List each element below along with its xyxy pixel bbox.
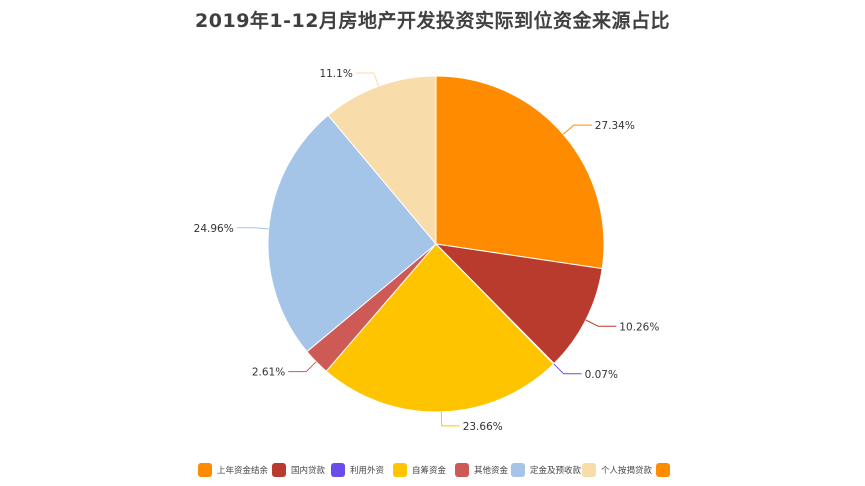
legend-label: 其他资金 [474, 466, 509, 476]
leader-line-4 [440, 411, 460, 427]
legend-label: 国内贷款 [291, 466, 326, 476]
legend-label: 自筹资金 [412, 466, 447, 476]
pie-slice-1[interactable] [435, 75, 605, 270]
legend-item-4[interactable]: 自筹资金 [393, 460, 446, 480]
data-label-3: 0.07% [585, 369, 618, 381]
pie-slices [267, 75, 605, 413]
legend-swatch [582, 463, 596, 477]
data-label-7: 11.1% [319, 68, 352, 80]
legend-item-2[interactable]: 国内贷款 [272, 460, 325, 480]
legend-swatch [656, 463, 670, 477]
pie-leader-lines [236, 72, 617, 427]
leader-line-1 [562, 124, 592, 135]
data-label-1: 27.34% [595, 120, 635, 132]
legend-swatch [511, 463, 525, 477]
leader-line-6 [236, 227, 269, 230]
legend-item-5[interactable]: 其他资金 [455, 460, 508, 480]
pie-data-labels: 27.34% 10.26% 0.07% 23.66% 2.61% 24.96% 11.1% [194, 68, 660, 433]
legend-swatch [455, 463, 469, 477]
data-label-6: 24.96% [194, 223, 234, 235]
legend-item-6[interactable]: 定金及预收款 [511, 460, 581, 480]
legend-item-7[interactable]: 个人按揭贷款 [582, 460, 652, 480]
chart-title: 2019年1-12月房地产开发投资实际到位资金来源占比 [195, 10, 670, 32]
legend-label: 上年资金结余 [217, 466, 269, 476]
data-label-4: 23.66% [463, 421, 503, 433]
legend-label: 个人按揭贷款 [601, 466, 653, 476]
legend-item-3[interactable]: 利用外资 [331, 460, 384, 480]
legend-item-8[interactable] [656, 460, 675, 480]
leader-line-5 [288, 361, 317, 373]
legend-item-1[interactable]: 上年资金结余 [198, 460, 268, 480]
legend-swatch [198, 463, 212, 477]
leader-line-2 [585, 319, 617, 327]
pie-slice-2[interactable] [434, 243, 603, 365]
legend-swatch [393, 463, 407, 477]
legend-swatch [331, 463, 345, 477]
legend-label: 定金及预收款 [530, 466, 582, 476]
legend-label: 利用外资 [350, 466, 385, 476]
chart-legend: 上年资金结余 国内贷款 利用外资 自筹资金 其他资金 定金及预收款 个人按揭贷款 [0, 460, 865, 480]
leader-line-3 [553, 363, 582, 375]
data-label-5: 2.61% [252, 367, 285, 379]
data-label-2: 10.26% [619, 321, 659, 333]
pie-slice-6[interactable] [267, 114, 437, 353]
legend-swatch [272, 463, 286, 477]
pie-slice-7[interactable] [327, 75, 437, 246]
leader-line-7 [355, 72, 380, 87]
